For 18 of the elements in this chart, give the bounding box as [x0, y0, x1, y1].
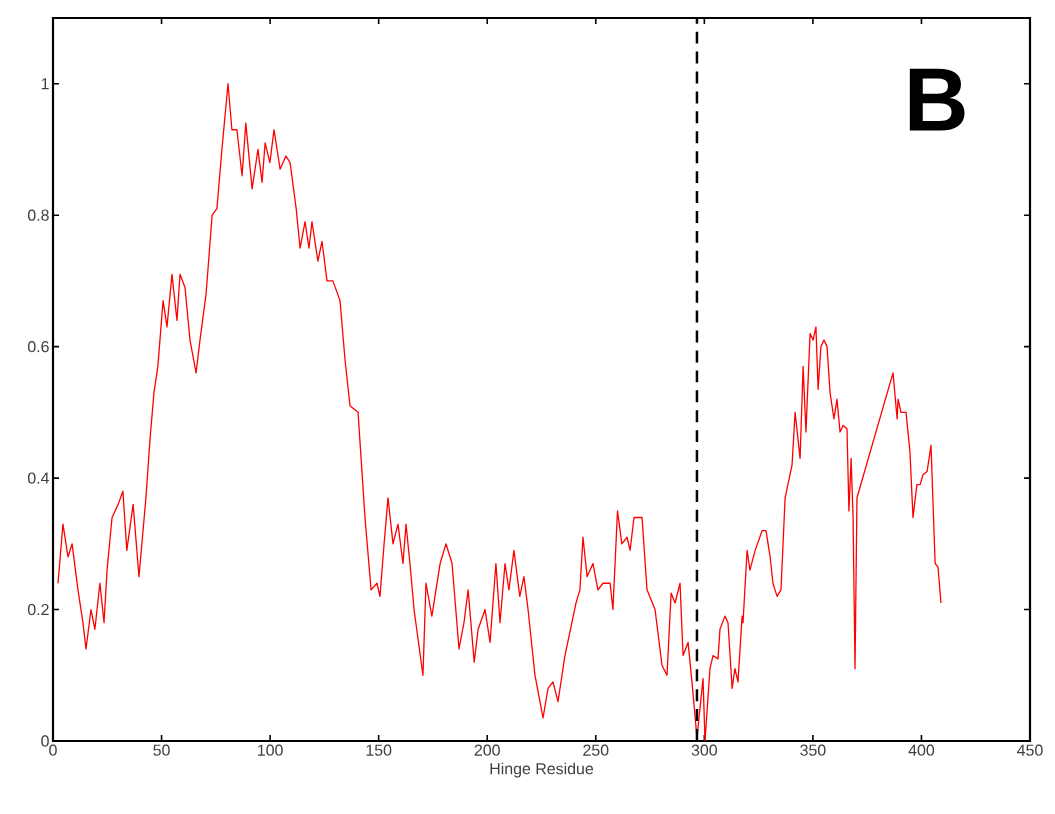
x-tick-label: 450	[1017, 744, 1043, 756]
x-tick-label: 0	[49, 744, 57, 756]
y-tick-label: 1	[41, 78, 49, 90]
x-tick-label: 200	[474, 744, 500, 756]
y-tick-label: 0.2	[27, 603, 49, 616]
y-tick-label: 0.4	[27, 472, 50, 484]
x-tick-label: 300	[691, 744, 717, 756]
x-tick-label: 250	[583, 744, 609, 756]
annotation: B	[909, 68, 965, 131]
y-tick-label: 0.8	[27, 209, 49, 221]
x-tick-label: 50	[153, 744, 170, 756]
x-tick-label: 400	[908, 744, 935, 756]
y-tick-label: 0	[41, 735, 49, 747]
x-tick-label: 150	[366, 744, 392, 756]
y-tick-label: 0.6	[27, 340, 49, 353]
x-tick-label: 100	[258, 744, 283, 756]
x-axis-title: Hinge Residue	[490, 762, 594, 778]
x-tick-label: 350	[800, 744, 826, 756]
